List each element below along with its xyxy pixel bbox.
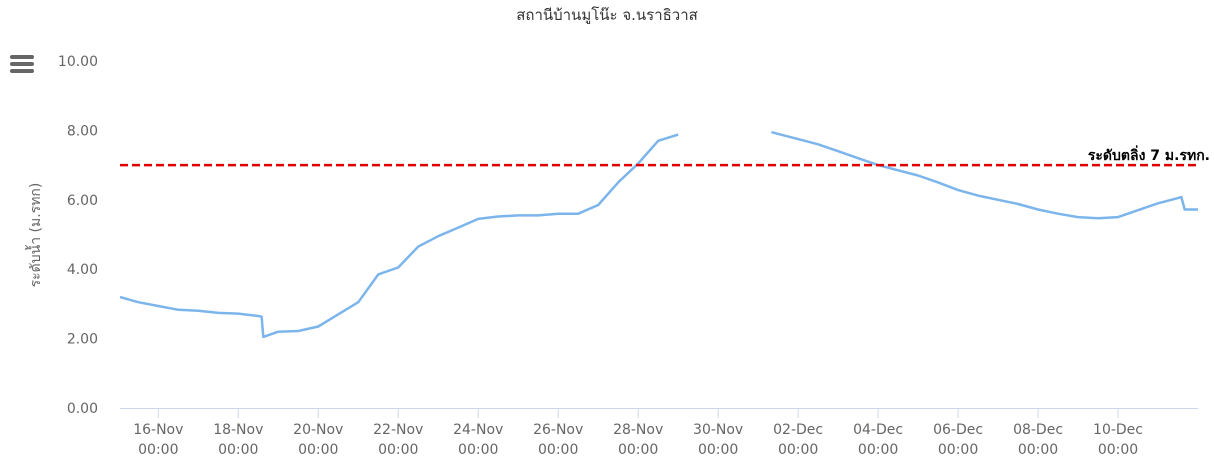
threshold-label: ระดับตลิ่ง 7 ม.รทก. xyxy=(1088,145,1210,164)
y-tick-label: 8.00 xyxy=(67,123,98,139)
x-tick-label: 22-Nov 00:00 xyxy=(373,422,423,458)
x-tick-label: 04-Dec 00:00 xyxy=(853,422,903,458)
y-axis-label: ระดับน้ำ (ม.รทก) xyxy=(25,183,44,288)
x-tick-label: 08-Dec 00:00 xyxy=(1013,422,1063,458)
data-line xyxy=(119,130,1198,339)
menu-button[interactable] xyxy=(10,55,34,73)
menu-bar xyxy=(10,62,34,66)
x-tick-label: 30-Nov 00:00 xyxy=(693,422,743,458)
x-tick-label: 06-Dec 00:00 xyxy=(933,422,983,458)
menu-bar xyxy=(10,55,34,59)
x-tick-label: 20-Nov 00:00 xyxy=(293,422,343,458)
x-tick-label: 28-Nov 00:00 xyxy=(613,422,663,458)
x-tick-label: 18-Nov 00:00 xyxy=(213,422,263,458)
y-tick-label: 2.00 xyxy=(67,332,98,348)
y-tick-label: 4.00 xyxy=(67,262,98,278)
x-tick-label: 10-Dec 00:00 xyxy=(1093,422,1143,458)
x-tick-label: 24-Nov 00:00 xyxy=(453,422,503,458)
x-tick-label: 02-Dec 00:00 xyxy=(773,422,823,458)
x-tick-label: 16-Nov 00:00 xyxy=(133,422,183,458)
menu-bar xyxy=(10,69,34,73)
y-tick-label: 10.00 xyxy=(58,54,98,70)
chart-title: สถานีบ้านมูโน๊ะ จ.นราธิวาส xyxy=(516,6,698,24)
y-tick-label: 6.00 xyxy=(67,193,98,209)
y-tick-label: 0.00 xyxy=(67,401,98,417)
x-tick-label: 26-Nov 00:00 xyxy=(533,422,583,458)
